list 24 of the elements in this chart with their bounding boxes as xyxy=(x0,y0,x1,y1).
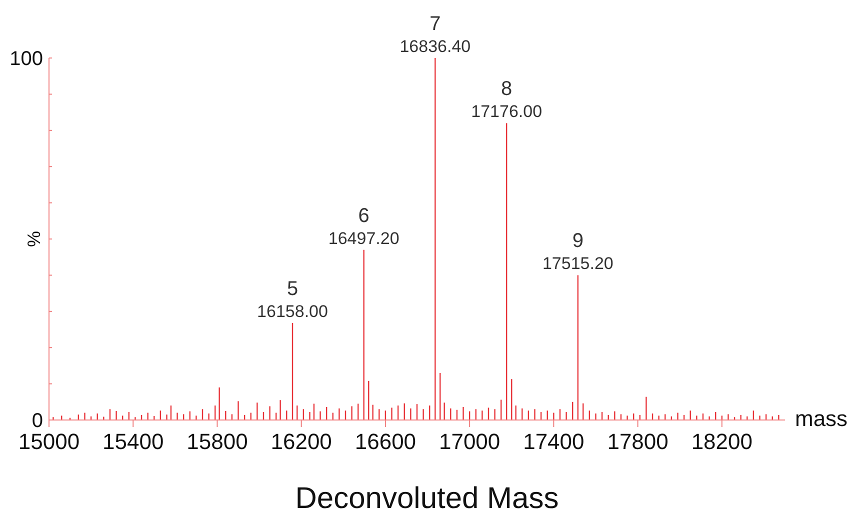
annotation: 7 xyxy=(430,13,441,35)
text: Deconvoluted Mass xyxy=(295,482,559,515)
x-tick-label: 15800 xyxy=(186,429,248,454)
x-tick-label: 17000 xyxy=(438,429,500,454)
x-tick-label: 15000 xyxy=(18,429,80,454)
annotation: 16497.20 xyxy=(328,228,400,248)
y-tick-label: 100 xyxy=(10,48,43,70)
y-axis-title: % xyxy=(24,230,44,248)
annotation: 16836.40 xyxy=(400,37,471,56)
x-tick-label: 15400 xyxy=(102,429,164,454)
annotation: 17176.00 xyxy=(471,102,542,122)
x-tick-label: 16600 xyxy=(354,429,416,454)
annotation: 16158.00 xyxy=(257,302,328,321)
x-tick-label: 18200 xyxy=(691,429,753,454)
annotation: 8 xyxy=(501,78,512,100)
annotation: 9 xyxy=(572,230,584,252)
y-tick-label: 0 xyxy=(32,410,43,432)
x-axis-title: mass xyxy=(795,406,848,431)
x-tick-label: 16200 xyxy=(270,429,332,454)
x-tick-label: 17400 xyxy=(523,429,584,454)
x-tick-label: 17800 xyxy=(607,429,668,454)
annotation: 17515.20 xyxy=(542,254,614,274)
annotation: 6 xyxy=(358,204,370,227)
annotation: 5 xyxy=(286,278,298,300)
